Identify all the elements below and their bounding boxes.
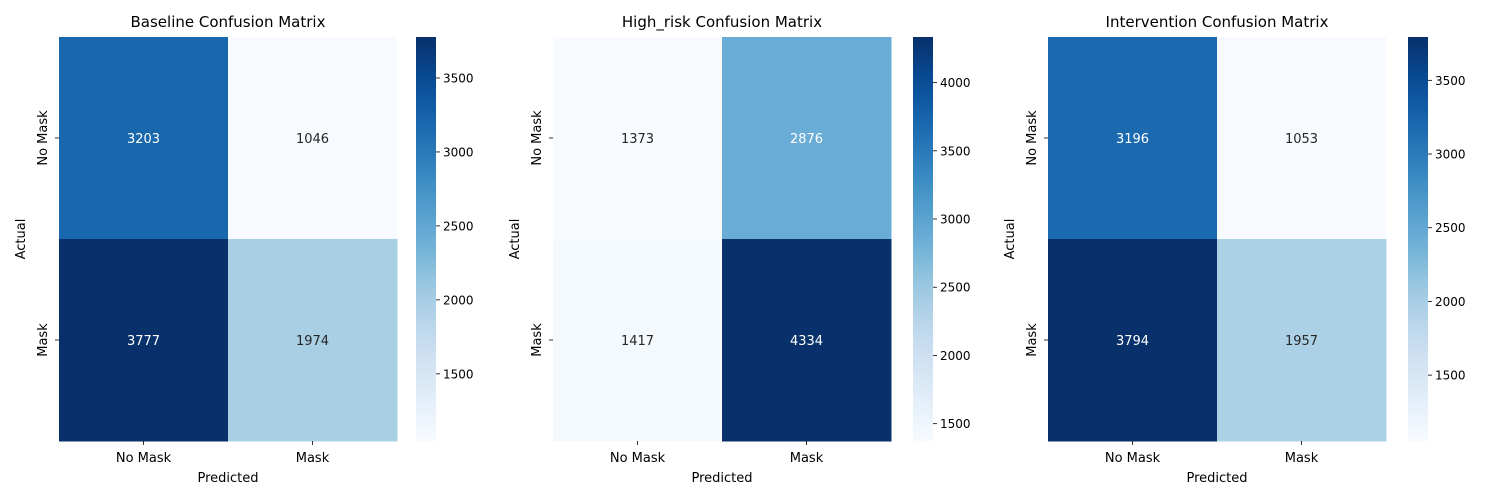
heatmap-panel-2: High_risk Confusion Matrix 1373 2876 1417 43…	[508, 13, 971, 486]
colorbar-tick-label: 2000	[443, 293, 474, 307]
y-tick-label: Mask	[1025, 323, 1040, 357]
heatmap-cell	[59, 239, 229, 442]
colorbar-tick-label: 3000	[443, 145, 474, 159]
y-axis-label: Actual	[1003, 219, 1018, 260]
cell-value-label: 1373	[621, 132, 654, 147]
colorbar-tick-label: 1500	[1435, 369, 1466, 383]
colorbar-tick-label: 3000	[1435, 148, 1466, 162]
y-axis-label: Actual	[508, 219, 523, 260]
cell-value-label: 1957	[1285, 334, 1318, 349]
cell-value-label: 4334	[790, 334, 823, 349]
colorbar-tick-label: 2000	[940, 349, 971, 363]
x-tick-label: Mask	[1285, 451, 1319, 466]
x-tick-label: No Mask	[1105, 451, 1161, 466]
heatmap-cell	[228, 239, 398, 442]
colorbar	[416, 37, 436, 441]
cell-value-label: 3794	[1116, 334, 1149, 349]
colorbar-tick-label: 2500	[443, 219, 474, 233]
heatmap-cell	[722, 239, 892, 442]
heatmap-panel-3: Intervention Confusion Matrix 3196 1053 379…	[1003, 13, 1466, 486]
cell-value-label: 1053	[1285, 132, 1318, 147]
y-tick-label: Mask	[530, 323, 545, 357]
colorbar-tick-label: 1500	[940, 417, 971, 431]
cell-value-label: 1417	[621, 334, 654, 349]
x-tick-label: Mask	[296, 451, 330, 466]
colorbar-tick-label: 2000	[1435, 295, 1466, 309]
colorbar-tick-label: 1500	[443, 367, 474, 381]
heatmap-panel-1: Baseline Confusion Matrix 3203 1046 3777 197…	[14, 13, 474, 486]
x-tick-label: No Mask	[116, 451, 172, 466]
heatmap-cell	[1217, 37, 1387, 240]
y-tick-label: No Mask	[1025, 110, 1040, 166]
colorbar-tick-label: 3500	[940, 144, 971, 158]
colorbar	[913, 37, 933, 441]
x-axis-label: Predicted	[691, 471, 752, 486]
x-tick-label: No Mask	[610, 451, 666, 466]
cell-value-label: 2876	[790, 132, 823, 147]
colorbar-tick-label: 4000	[940, 76, 971, 90]
cell-value-label: 3203	[127, 132, 160, 147]
y-axis-label: Actual	[14, 219, 29, 260]
cell-value-label: 1046	[296, 132, 329, 147]
colorbar-tick-label: 3000	[940, 213, 971, 227]
colorbar-tick-label: 2500	[1435, 221, 1466, 235]
heatmap-cell	[228, 37, 398, 240]
x-tick-label: Mask	[790, 451, 824, 466]
colorbar-tick-label: 3500	[443, 71, 474, 85]
colorbar-tick-label: 2500	[940, 281, 971, 295]
chart-title: Intervention Confusion Matrix	[1106, 13, 1329, 31]
heatmap-cell	[1048, 37, 1218, 240]
chart-title: High_risk Confusion Matrix	[622, 13, 822, 32]
x-axis-label: Predicted	[1186, 471, 1247, 486]
heatmap-cell	[553, 239, 723, 442]
cell-value-label: 3196	[1116, 132, 1149, 147]
y-tick-label: No Mask	[530, 110, 545, 166]
heatmap-cell	[553, 37, 723, 240]
colorbar	[1408, 37, 1428, 441]
y-tick-label: No Mask	[36, 110, 51, 166]
cell-value-label: 1974	[296, 334, 329, 349]
colorbar-tick-label: 3500	[1435, 74, 1466, 88]
cell-value-label: 3777	[127, 334, 160, 349]
x-axis-label: Predicted	[197, 471, 258, 486]
heatmap-cell	[59, 37, 229, 240]
chart-title: Baseline Confusion Matrix	[131, 13, 326, 31]
heatmap-cell	[1048, 239, 1218, 442]
heatmap-cell	[722, 37, 892, 240]
y-tick-label: Mask	[36, 323, 51, 357]
heatmap-cell	[1217, 239, 1387, 442]
